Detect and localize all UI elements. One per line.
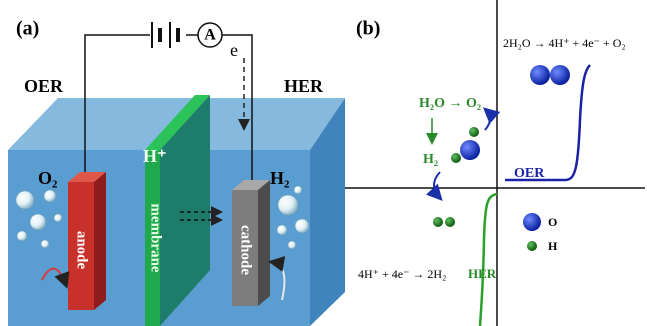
cathode-side [258, 180, 270, 306]
proton-label: H⁺ [143, 146, 167, 166]
panel-a: A membrane anode cathode (a) [8, 18, 345, 326]
water-to-oxygen: H₂O → O₂ [419, 96, 481, 111]
panel-label: (a) [16, 18, 39, 40]
right-reaction: HER [284, 76, 324, 96]
hydrogen-molecule [433, 217, 443, 227]
battery [150, 22, 186, 48]
legend-oxygen: O [548, 215, 557, 229]
her-curve [480, 194, 497, 326]
oxygen-molecule [550, 65, 570, 85]
water-oxygen [460, 140, 480, 160]
water-hydrogen [451, 153, 461, 163]
her-curve-label: HER [468, 266, 497, 281]
hydrogen-molecule [445, 217, 455, 227]
panel-b: (b) 2H₂O → 4H⁺ + 4e⁻ + O₂ H₂O → O₂ H₂ OE… [345, 0, 645, 326]
oer-equation: 2H₂O → 4H⁺ + 4e⁻ + O₂ [503, 36, 626, 50]
water-hydrogen [469, 127, 479, 137]
oer-curve-label: OER [514, 166, 545, 181]
anode-label: anode [74, 231, 90, 270]
oxidation-arrow [485, 110, 490, 130]
membrane-label: membrane [148, 203, 164, 272]
figure: A membrane anode cathode (a) [0, 0, 647, 326]
oer-curve [505, 65, 590, 180]
oxygen-molecule [530, 65, 550, 85]
left-reaction: OER [24, 76, 64, 96]
legend-oxygen-mark [523, 213, 541, 231]
ammeter-label: A [204, 27, 216, 44]
legend-hydrogen-mark [527, 241, 537, 251]
anode-side [94, 172, 106, 310]
electron-label: e [230, 40, 238, 60]
cathode-gas: H₂ [270, 168, 289, 188]
panel-label: (b) [356, 18, 380, 40]
her-equation: 4H⁺ + 4e⁻ → 2H₂ [358, 267, 446, 281]
hydrogen-label: H₂ [423, 152, 438, 167]
evolution-arrow [434, 172, 440, 198]
anode-gas: O₂ [38, 168, 57, 188]
cathode-label: cathode [238, 225, 254, 275]
legend-hydrogen: H [548, 239, 558, 253]
